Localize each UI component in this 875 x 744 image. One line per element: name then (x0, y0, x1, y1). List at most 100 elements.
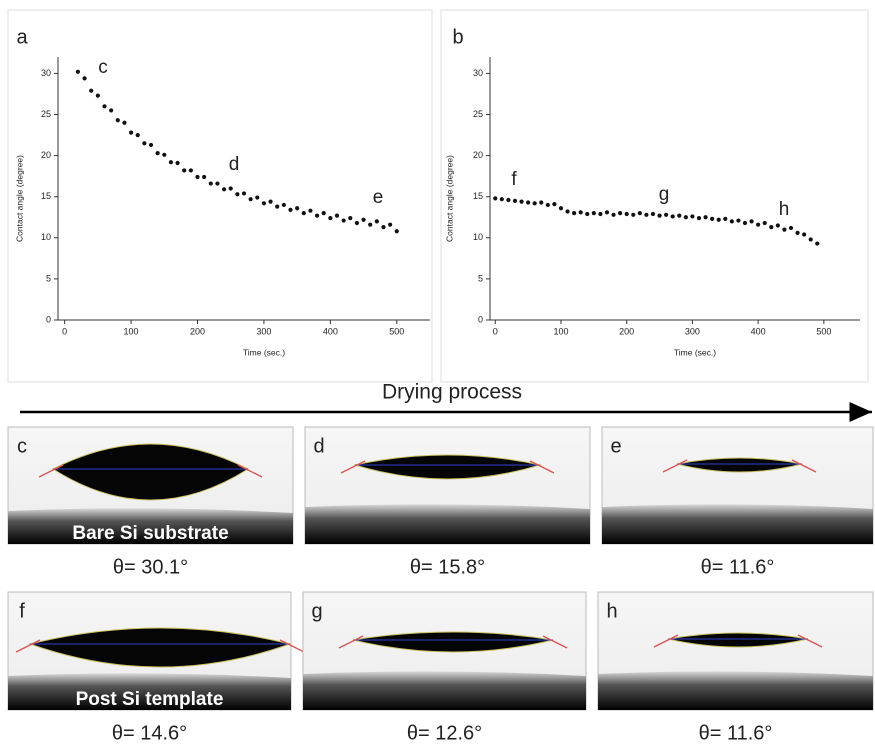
tangent (529, 460, 555, 474)
y-tick-label: 25 (473, 109, 483, 119)
data-point (558, 206, 564, 211)
data-point (361, 217, 366, 222)
data-point (261, 201, 267, 206)
data-point (321, 211, 326, 216)
data-point (670, 214, 675, 219)
data-point (545, 202, 550, 208)
data-point (381, 225, 386, 230)
data-point (334, 213, 340, 218)
caption: θ= 15.8° (410, 556, 485, 578)
x-tick-label: 0 (62, 326, 67, 336)
data-point (348, 215, 353, 221)
x-tick-label: 0 (493, 326, 498, 336)
droplet-image: d (304, 426, 591, 545)
data-point (228, 186, 233, 191)
droplet-image: f Post Si template (7, 591, 305, 711)
substrate (602, 504, 873, 544)
data-point (618, 211, 623, 216)
data-point (281, 202, 286, 208)
data-point (664, 212, 669, 217)
x-tick-label: 200 (190, 326, 205, 336)
tangent (797, 634, 823, 648)
data-point (736, 218, 741, 223)
data-point (512, 198, 518, 203)
data-point (182, 168, 187, 173)
data-point (314, 213, 320, 218)
data-point (657, 213, 662, 218)
x-tick-label: 100 (124, 326, 139, 336)
image-label: c (17, 435, 27, 457)
tangent (653, 634, 679, 648)
data-point (275, 204, 280, 209)
data-point (235, 192, 240, 197)
data-point (572, 211, 577, 216)
data-point (241, 191, 247, 196)
data-point (637, 211, 642, 216)
x-tick-label: 400 (751, 326, 766, 336)
data-point (526, 200, 531, 205)
image-label: g (311, 600, 322, 622)
x-tick-label: 400 (323, 326, 338, 336)
substrate (8, 673, 291, 710)
data-point (578, 210, 583, 215)
tangent (338, 635, 364, 649)
droplet-image: c Bare Si substrate (7, 426, 294, 545)
y-tick-label: 0 (478, 314, 483, 324)
tangent (279, 639, 305, 653)
y-tick-label: 25 (41, 109, 51, 119)
substrate-label: Bare Si substrate (72, 523, 228, 544)
image-label: e (610, 435, 621, 457)
data-point (248, 197, 253, 202)
substrate (303, 671, 586, 710)
y-tick-label: 20 (473, 150, 483, 160)
annotation: h (779, 199, 790, 220)
caption: θ= 11.6° (701, 556, 775, 578)
caption: θ= 30.1° (113, 556, 188, 578)
x-tick-label: 300 (256, 326, 271, 336)
y-tick-label: 5 (478, 273, 483, 283)
data-point (202, 174, 207, 180)
data-point (75, 69, 81, 74)
image-label: d (313, 435, 324, 457)
data-point (591, 211, 596, 216)
data-point (749, 219, 754, 224)
data-point (155, 151, 160, 156)
data-point (122, 120, 127, 125)
x-tick-label: 300 (685, 326, 700, 336)
data-point (506, 197, 511, 203)
x-axis-label: Time (sec.) (243, 347, 285, 357)
panel-frame (440, 9, 869, 383)
caption: θ= 11.6° (699, 722, 773, 744)
caption: θ= 12.6° (407, 722, 482, 744)
data-point (644, 212, 649, 217)
y-tick-label: 20 (41, 150, 51, 160)
panel-frame (7, 9, 433, 383)
annotation: g (659, 184, 670, 205)
data-point (175, 160, 180, 166)
data-point (775, 223, 780, 228)
data-point (308, 208, 313, 213)
data-point (788, 225, 794, 231)
data-point (208, 181, 213, 186)
data-point (188, 168, 193, 173)
data-point (499, 197, 504, 202)
substrate (305, 504, 590, 544)
x-tick-label: 500 (816, 326, 831, 336)
data-point (762, 220, 767, 226)
data-point (301, 211, 306, 216)
tangent (237, 464, 263, 478)
data-point (802, 232, 807, 237)
data-point (128, 130, 134, 135)
tangent (791, 459, 817, 473)
y-tick-label: 15 (473, 191, 483, 201)
y-tick-label: 30 (473, 68, 483, 78)
data-point (795, 230, 800, 235)
data-point (493, 196, 498, 201)
data-point (598, 211, 603, 217)
y-tick-label: 10 (473, 232, 483, 242)
data-point (723, 216, 728, 222)
data-point (102, 104, 107, 109)
tangent (662, 459, 688, 473)
droplet-image: h (597, 591, 874, 711)
